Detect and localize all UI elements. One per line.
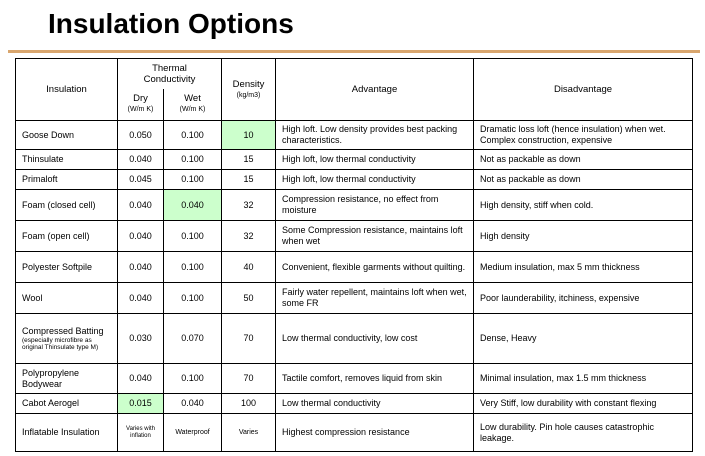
insulation-cell: Compressed Batting (especially microfibre…: [15, 313, 118, 364]
insulation-cell: Foam (open cell): [15, 220, 118, 252]
header-text: Wet: [184, 93, 201, 105]
density-cell: 100: [221, 393, 277, 414]
advantage-cell: Highest compression resistance: [275, 413, 475, 452]
table-row: Foam (closed cell) 0.040 0.040 32 Compressio…: [15, 189, 694, 221]
advantage-cell: High loft, low thermal conductivity: [275, 169, 475, 190]
density-cell: 15: [221, 149, 277, 170]
header-text: Dry: [133, 93, 148, 105]
wet-cell: 0.100: [162, 120, 223, 150]
header-density: Density (kg/m3): [221, 58, 277, 121]
disadvantage-cell: Not as packable as down: [473, 169, 694, 190]
dry-cell: 0.030: [117, 313, 164, 364]
insulation-cell: Polypropylene Bodywear: [15, 363, 118, 394]
table-row: Polyester Softpile 0.040 0.100 40 Convenient…: [15, 251, 694, 283]
table-row: Compressed Batting (especially microfibre…: [15, 313, 694, 364]
wet-cell: 0.100: [162, 169, 223, 190]
header-insulation: Insulation: [15, 58, 118, 121]
advantage-cell: Fairly water repellent, maintains loft w…: [275, 282, 475, 314]
title: Insulation Options: [48, 8, 294, 39]
table-row: Wool 0.040 0.100 50 Fairly water repellent, …: [15, 282, 694, 314]
density-cell: 32: [221, 220, 277, 252]
dry-cell: 0.050: [117, 120, 164, 150]
table-row: Goose Down 0.050 0.100 10 High loft. Low den…: [15, 120, 694, 150]
advantage-cell: Convenient, flexible garments without qu…: [275, 251, 475, 283]
disadvantage-cell: Low durability. Pin hole causes catastro…: [473, 413, 694, 452]
insulation-cell: Wool: [15, 282, 118, 314]
wet-cell: 0.100: [162, 363, 223, 394]
header-row: Insulation Thermal Conductivity Density(…: [15, 58, 694, 121]
header-unit: (W/m K): [179, 106, 206, 114]
dry-cell: 0.040: [117, 149, 164, 170]
insulation-cell: Goose Down: [15, 120, 118, 150]
disadvantage-cell: Dramatic loss loft (hence insulation) wh…: [473, 120, 694, 150]
disadvantage-cell: Not as packable as down: [473, 149, 694, 170]
header-wet: Wet (W/m K): [162, 88, 223, 121]
insulation-cell: Polyester Softpile: [15, 251, 118, 283]
dry-cell: 0.015: [117, 393, 164, 414]
insulation-table: Insulation Thermal Conductivity Density(…: [15, 58, 694, 452]
disadvantage-cell: Very Stiff, low durability with constant…: [473, 393, 694, 414]
wet-cell: Waterproof: [162, 413, 223, 452]
insulation-cell: Foam (closed cell): [15, 189, 118, 221]
table-row: Primaloft 0.045 0.100 15 High loft, low ther…: [15, 169, 694, 190]
dry-cell: 0.040: [117, 282, 164, 314]
wet-cell: 0.100: [162, 149, 223, 170]
table-row: Cabot Aerogel 0.015 0.040 100 Low thermal co…: [15, 393, 694, 414]
dry-cell: 0.040: [117, 189, 164, 221]
insulation-cell: Inflatable Insulation: [15, 413, 118, 452]
table-row: Thinsulate 0.040 0.100 15 High loft, low the…: [15, 149, 694, 170]
table-row: Foam (open cell) 0.040 0.100 32 Some Compres…: [15, 220, 694, 252]
wet-cell: 0.070: [162, 313, 223, 364]
insulation-cell: Thinsulate: [15, 149, 118, 170]
table-header: Insulation Thermal Conductivity Density(…: [15, 58, 694, 121]
advantage-cell: Low thermal conductivity, low cost: [275, 313, 475, 364]
density-cell: Varies: [221, 413, 277, 452]
density-cell: 40: [221, 251, 277, 283]
header-dry: Dry (W/m K): [117, 88, 164, 121]
density-cell: 70: [221, 313, 277, 364]
insulation-name: Compressed Batting: [22, 326, 104, 336]
header-text: Density: [232, 78, 265, 90]
wet-cell: 0.040: [162, 189, 223, 221]
wet-cell: 0.100: [162, 220, 223, 252]
density-cell: 70: [221, 363, 277, 394]
insulation-cell: Cabot Aerogel: [15, 393, 118, 414]
insulation-cell: Primaloft: [15, 169, 118, 190]
dry-cell: 0.040: [117, 220, 164, 252]
dry-cell: Varies with inflation: [117, 413, 164, 452]
table-body: Goose Down 0.050 0.100 10 High loft. Low den…: [15, 120, 694, 452]
advantage-cell: Compression resistance, no effect from m…: [275, 189, 475, 221]
header-unit: (W/m K): [127, 106, 154, 114]
dry-cell: 0.040: [117, 363, 164, 394]
header-unit: (kg/m3): [236, 91, 261, 99]
disadvantage-cell: Medium insulation, max 5 mm thickness: [473, 251, 694, 283]
advantage-cell: High loft, low thermal conductivity: [275, 149, 475, 170]
wet-cell: 0.100: [162, 251, 223, 283]
advantage-cell: Low thermal conductivity: [275, 393, 475, 414]
advantage-cell: High loft. Low density provides best pac…: [275, 120, 475, 150]
density-cell: 10: [221, 120, 277, 150]
dry-cell: 0.040: [117, 251, 164, 283]
wet-cell: 0.040: [162, 393, 223, 414]
header-disadvantage: Disadvantage: [473, 58, 694, 121]
wet-cell: 0.100: [162, 282, 223, 314]
table-row: Polypropylene Bodywear 0.040 0.100 70 Tactil…: [15, 363, 694, 394]
density-cell: 15: [221, 169, 277, 190]
insulation-note: (especially microfibre as original Thins…: [22, 337, 99, 351]
disadvantage-cell: High density: [473, 220, 694, 252]
advantage-cell: Some Compression resistance, maintains l…: [275, 220, 475, 252]
advantage-cell: Tactile comfort, removes liquid from ski…: [275, 363, 475, 394]
disadvantage-cell: Minimal insulation, max 1.5 mm thickness: [473, 363, 694, 394]
title-rule: [8, 50, 700, 53]
disadvantage-cell: High density, stiff when cold.: [473, 189, 694, 221]
dry-cell: 0.045: [117, 169, 164, 190]
disadvantage-cell: Dense, Heavy: [473, 313, 694, 364]
disadvantage-cell: Poor launderability, itchiness, expensiv…: [473, 282, 694, 314]
header-advantage: Advantage: [275, 58, 475, 121]
density-cell: 32: [221, 189, 277, 221]
header-thermal: Thermal Conductivity: [116, 58, 223, 89]
density-cell: 50: [221, 282, 277, 314]
table-row: Inflatable Insulation Varies with inflati…: [15, 413, 694, 452]
